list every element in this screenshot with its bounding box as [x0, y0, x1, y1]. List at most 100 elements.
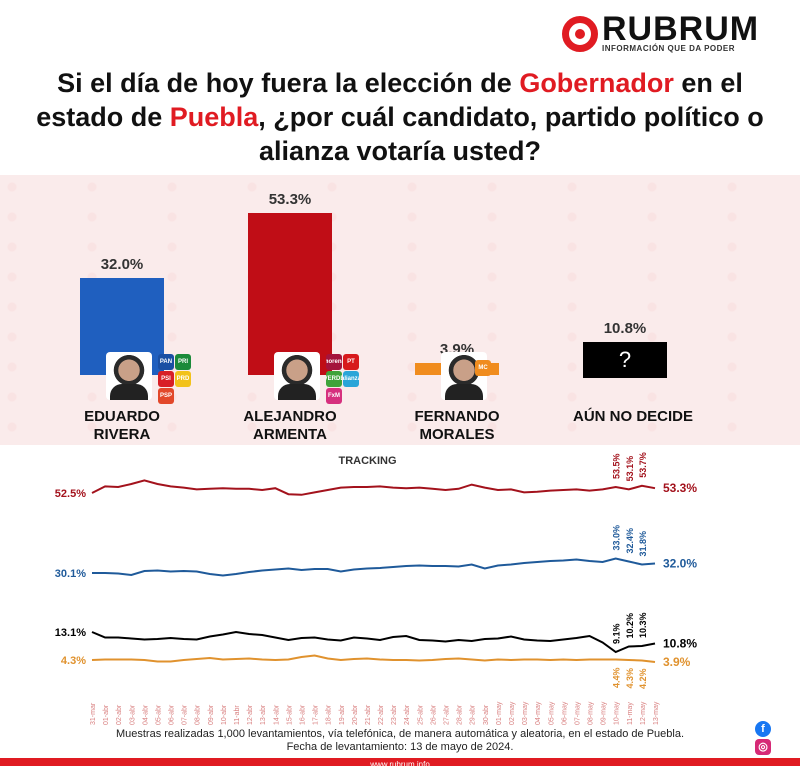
rubrum-logo: RUBRUM INFORMACIÓN QUE DA PODER: [562, 10, 760, 53]
party-logo-psi: PSI: [158, 371, 174, 387]
series-end-label: 53.3%: [663, 481, 697, 495]
point-label: 10.3%: [638, 612, 648, 638]
candidate-photo: [106, 352, 152, 400]
x-tick-label: 08-abr: [195, 704, 202, 725]
party-logo-psp: PSP: [158, 388, 174, 404]
title-highlight-state: Puebla: [169, 102, 259, 132]
x-tick-label: 29-abr: [470, 704, 477, 725]
point-label: 10.2%: [625, 613, 635, 639]
series-start-label: 52.5%: [55, 488, 86, 500]
x-tick-label: 09-may: [601, 701, 608, 725]
x-tick-label: 06-abr: [169, 704, 176, 725]
x-tick-label: 15-abr: [286, 704, 293, 725]
facebook-icon[interactable]: f: [755, 721, 771, 737]
tracking-line-chart: 52.5% 53.3% 53.5% 53.1% 53.7% 30.1% 32.0% 33.0%…: [55, 452, 698, 725]
survey-date: Fecha de levantamiento: 13 de mayo de 20…: [286, 741, 514, 753]
candidate-name: ALEJANDRO ARMENTA: [243, 408, 337, 443]
candidate-name: FERNANDO MORALES: [414, 408, 500, 443]
x-tick-label: 03-abr: [129, 704, 136, 725]
x-tick-label: 13-abr: [260, 704, 267, 725]
x-tick-label: 28-abr: [457, 704, 464, 725]
party-logo-pri: PRI: [175, 354, 191, 370]
x-tick-label: 16-abr: [299, 704, 306, 725]
series-line-3: [91, 654, 656, 663]
point-label: 4.4%: [612, 668, 622, 689]
x-tick-label: 01-may: [496, 701, 503, 725]
bar-value-label: 32.0%: [100, 255, 144, 273]
x-tick-label: 04-may: [535, 701, 542, 725]
party-logos: morenaPTVERDEalianzaFxM: [326, 354, 359, 404]
x-tick-label: 04-abr: [142, 704, 149, 725]
x-tick-label: 18-abr: [326, 704, 333, 725]
methodology-note: Muestras realizadas 1,000 levantamientos…: [0, 728, 800, 754]
title-highlight-office: Gobernador: [519, 68, 674, 98]
x-tick-label: 20-abr: [352, 704, 359, 725]
logo-tagline: INFORMACIÓN QUE DA PODER: [602, 44, 736, 53]
x-tick-label: 26-abr: [430, 704, 437, 725]
title-text: , ¿por cuál candidato, partido político …: [258, 102, 764, 166]
title-text: Si el día de hoy fuera la elección de: [57, 68, 520, 98]
bar-1: [248, 212, 332, 375]
party-logos: MC: [475, 360, 508, 376]
x-tick-label: 14-abr: [273, 704, 280, 725]
x-tick-label: 10-may: [614, 701, 621, 725]
logo-name: RUBRUM: [602, 10, 760, 48]
x-tick-label: 01-abr: [103, 704, 110, 725]
page-title: Si el día de hoy fuera la elección de Go…: [20, 66, 780, 168]
logo-ring-icon: [562, 15, 598, 52]
x-tick-label: 05-may: [548, 701, 555, 725]
party-logo-mc: MC: [475, 360, 491, 376]
x-tick-label: 30-abr: [483, 704, 490, 725]
x-tick-label: 19-abr: [339, 704, 346, 725]
point-label: 9.1%: [612, 623, 622, 644]
bar-value-label: 53.3%: [268, 190, 312, 208]
point-label: 53.5%: [612, 453, 622, 479]
point-label: 33.0%: [612, 525, 622, 551]
x-tick-label: 25-abr: [417, 704, 424, 725]
x-tick-label: 23-abr: [391, 704, 398, 725]
series-line-2: [91, 630, 656, 654]
x-tick-label: 10-abr: [221, 704, 228, 725]
x-tick-label: 02-may: [509, 701, 516, 725]
party-logo-morena: morena: [326, 354, 342, 370]
tracking-title: TRACKING: [338, 455, 397, 467]
party-logo-prd: PRD: [175, 371, 191, 387]
unknown-person-icon: ?: [583, 342, 667, 378]
point-label: 53.1%: [625, 456, 635, 482]
series-line-1: [92, 557, 656, 577]
series-end-label: 10.8%: [663, 637, 697, 651]
party-logo-pan: PAN: [158, 354, 174, 370]
x-tick-label: 17-abr: [313, 704, 320, 725]
title-text: en el estado de: [36, 68, 743, 132]
bar-value-label: 10.8%: [603, 320, 647, 338]
party-logo-fxm: FxM: [326, 388, 342, 404]
x-tick-label: 11-may: [627, 702, 634, 725]
x-tick-label: 06-may: [561, 701, 568, 725]
x-tick-label: 05-abr: [155, 704, 162, 725]
x-tick-label: 22-abr: [378, 704, 385, 725]
x-tick-label: 27-abr: [444, 704, 451, 725]
x-tick-label: 07-may: [574, 701, 581, 725]
party-logos: PAN PRI PSI PRD PSP: [158, 354, 191, 404]
point-label: 53.7%: [638, 452, 648, 478]
x-tick-label: 09-abr: [208, 704, 215, 725]
x-tick-label: 11-abr: [234, 705, 241, 725]
x-tick-label: 08-may: [588, 701, 595, 725]
point-label: 31.8%: [638, 531, 648, 557]
series-start-label: 13.1%: [55, 627, 86, 639]
point-label: 32.4%: [625, 528, 635, 554]
series-end-label: 3.9%: [663, 655, 691, 669]
x-tick-label: 24-abr: [404, 704, 411, 725]
x-tick-label: 12-may: [640, 701, 647, 725]
candidate-name: AÚN NO DECIDE: [572, 408, 693, 425]
party-logo-verde: VERDE: [326, 371, 342, 387]
website-footer[interactable]: www.rubrum.info: [0, 758, 800, 766]
series-end-label: 32.0%: [663, 557, 697, 571]
x-tick-label: 12-abr: [247, 704, 254, 725]
instagram-icon[interactable]: ◎: [755, 739, 771, 755]
candidate-name: EDUARDO RIVERA: [84, 408, 160, 443]
x-tick-label: 21-abr: [365, 704, 372, 725]
party-logo-alianza: alianza: [343, 371, 359, 387]
party-logo-pt: PT: [343, 354, 359, 370]
